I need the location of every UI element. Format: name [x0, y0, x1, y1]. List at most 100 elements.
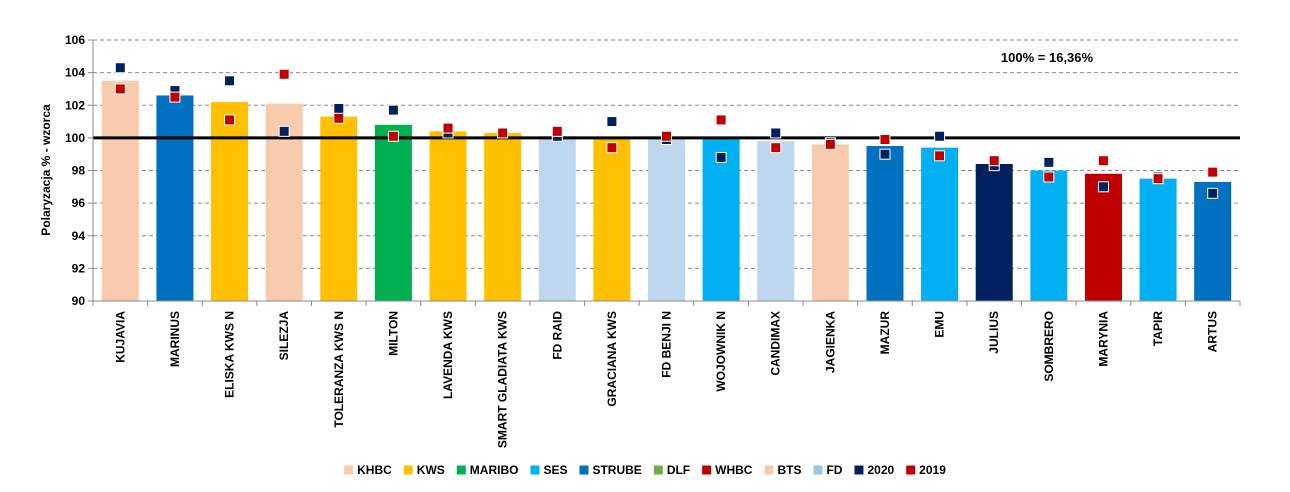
marker-2020-17 [1043, 156, 1055, 168]
marker-2019-1 [169, 91, 181, 103]
bar-emu [921, 147, 959, 301]
y-tick-label: 92 [72, 261, 86, 275]
bar-fd-benji-n [648, 137, 685, 301]
marker-2019-2 [224, 114, 236, 126]
marker-2019-11 [715, 114, 727, 126]
y-tick-label: 102 [65, 98, 85, 112]
bar-eliska-kws-n [211, 101, 249, 301]
marker-2020-9 [606, 116, 618, 128]
legend-swatch [906, 465, 916, 475]
category-label: SILEZJA [277, 311, 291, 361]
legend-label: DLF [667, 463, 690, 477]
bar-toleranza-kws-n [320, 116, 358, 301]
marker-2019-7 [497, 127, 509, 139]
bar-kujavia [101, 80, 139, 301]
marker-2019-16 [988, 155, 1000, 167]
legend-swatch [530, 465, 540, 475]
legend-swatch [579, 465, 589, 475]
category-label: TOLERANZA KWS N [332, 311, 346, 428]
category-label: FD BENJI N [660, 311, 674, 378]
y-tick-label: 98 [72, 164, 86, 178]
bar-artus [1194, 181, 1232, 301]
legend-label: STRUBE [592, 463, 641, 477]
marker-2020-5 [387, 104, 399, 116]
legend-swatch [456, 465, 466, 475]
y-axis-label: Polaryzacja % - wzorca [39, 104, 53, 236]
marker-2019-15 [934, 150, 946, 162]
bar-jagienka [811, 144, 849, 301]
legend-label: 2019 [919, 463, 946, 477]
bar-sombrero [1030, 170, 1068, 301]
bar-milton [374, 124, 412, 301]
y-tick-label: 94 [72, 229, 86, 243]
legend-swatch [854, 465, 864, 475]
category-label: MILTON [386, 311, 400, 356]
bar-smart-gladiata-kws [484, 132, 522, 301]
y-tick-label: 104 [65, 66, 85, 80]
y-tick-label: 100 [65, 131, 85, 145]
marker-2020-3 [278, 125, 290, 137]
category-label: JULIUS [987, 311, 1001, 354]
marker-2019-4 [333, 112, 345, 124]
legend-swatch [344, 465, 354, 475]
legend-item-2020: 2020 [854, 463, 894, 477]
category-label: MAZUR [878, 311, 892, 355]
marker-2019-3 [278, 68, 290, 80]
bar-mazur [866, 146, 904, 301]
marker-2020-18 [1097, 181, 1109, 193]
legend-label: KHBC [357, 463, 392, 477]
marker-2019-17 [1043, 171, 1055, 183]
marker-2020-4 [333, 103, 345, 115]
bar-tapir [1139, 178, 1177, 301]
legend-item-bts: BTS [764, 463, 801, 477]
markers [114, 62, 1219, 199]
legend-item-fd: FD [813, 463, 843, 477]
category-label: SOMBRERO [1042, 311, 1056, 382]
category-label: MARINUS [168, 311, 182, 367]
marker-2019-6 [442, 122, 454, 134]
category-label: WOJOWNIK N [714, 311, 728, 392]
marker-2019-19 [1152, 173, 1164, 185]
y-tick-label: 106 [65, 33, 85, 47]
marker-2019-18 [1097, 155, 1109, 167]
legend-label: FD [826, 463, 842, 477]
marker-2019-12 [770, 142, 782, 154]
legend-swatch [764, 465, 774, 475]
legend-label: WHBC [715, 463, 753, 477]
category-label: CANDIMAX [769, 311, 783, 376]
category-label: ELISKA KWS N [223, 311, 237, 398]
y-tick-labels: 90 92 94 96 98 100 102 104 106 [65, 33, 85, 308]
legend-label: MARIBO [470, 463, 519, 477]
bar-candimax [757, 141, 795, 301]
annotation: 100% = 16,36% [1001, 50, 1094, 65]
bar-fd-raid [538, 136, 576, 301]
legend-swatch [653, 465, 663, 475]
legend-label: 2020 [867, 463, 894, 477]
marker-2019-9 [606, 142, 618, 154]
marker-2020-15 [934, 130, 946, 142]
bar-marynia [1084, 173, 1122, 301]
legend: KHBC KWS MARIBO SES STRUBE DLF WHBC BTS FD 2020 20… [344, 463, 946, 477]
marker-2019-8 [551, 125, 563, 137]
y-tick-label: 90 [72, 294, 86, 308]
legend-item-whbc: WHBC [702, 463, 753, 477]
marker-2020-0 [114, 62, 126, 74]
legend-item-dlf: DLF [653, 463, 690, 477]
bars [101, 80, 1232, 302]
marker-2019-10 [661, 130, 672, 142]
category-label: LAVENDA KWS [441, 311, 455, 399]
bar-julius [975, 163, 1013, 301]
category-label: MARYNIA [1096, 311, 1110, 367]
category-label: TAPIR [1151, 311, 1165, 346]
legend-item-kws: KWS [403, 463, 445, 477]
bar-marinus [156, 95, 194, 302]
legend-item-strube: STRUBE [579, 463, 642, 477]
marker-2019-5 [387, 130, 399, 142]
marker-2020-12 [770, 127, 782, 139]
legend-swatch [403, 465, 413, 475]
marker-2020-14 [879, 148, 891, 160]
category-labels: KUJAVIA MARINUS ELISKA KWS N SILEZJA TOLERAN… [113, 311, 1219, 448]
legend-label: SES [543, 463, 567, 477]
category-label: EMU [933, 311, 947, 338]
